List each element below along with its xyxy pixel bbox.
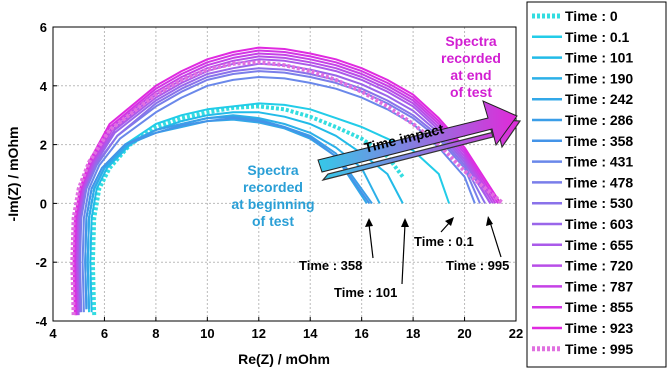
annotation-beginning-line-2: recorded [243,179,303,195]
plot-frame [52,26,517,322]
series-line-12 [75,55,494,316]
legend: Time : 0 Time : 0.1 Time : 101 Time : 190 Ti… [526,1,667,368]
x-tick-label: 12 [252,326,266,341]
annotation-end-line-2: recorded [441,50,501,66]
y-tick-label: 0 [40,196,47,211]
x-tick-label: 4 [49,326,57,341]
callout-time-0-1: Time : 0.1 [414,234,474,249]
callout-arrow-358 [368,223,374,259]
legend-label-5: Time : 286 [565,112,633,128]
callout-time-101: Time : 101 [334,285,397,300]
callout-arrowhead-101 [401,218,409,227]
legend-label-0: Time : 0 [565,8,618,24]
x-tick-label: 16 [354,326,368,341]
legend-label-1: Time : 0.1 [565,29,630,45]
annotation-beginning: Spectra recorded at beginning of test [231,162,314,229]
legend-label-9: Time : 530 [565,195,633,211]
series-line-7 [81,76,476,313]
x-tick-label: 22 [509,326,523,341]
callout-arrowhead-0-1 [445,217,454,226]
callouts: Time : 358 Time : 101 Time : 0.1 Time : … [299,216,509,300]
y-tick-label: 2 [40,138,47,153]
series-layer [70,46,505,316]
legend-label-14: Time : 855 [565,299,633,315]
legend-label-15: Time : 923 [565,320,633,336]
callout-time-358: Time : 358 [299,258,362,273]
y-tick-label: 6 [40,20,47,35]
legend-label-3: Time : 190 [565,70,633,86]
series-line-14 [73,49,499,316]
x-tick-labels: 4 6 8 10 12 14 16 18 20 22 [49,317,523,341]
annotation-beginning-line-1: Spectra [247,162,299,178]
legend-label-6: Time : 358 [565,133,633,149]
series-line-4 [86,118,368,310]
y-tick-label: 4 [40,79,48,94]
x-axis-label: Re(Z) / mOhm [238,351,330,367]
x-tick-label: 18 [406,326,420,341]
annotation-end-line-4: of test [450,84,492,100]
callout-time-995: Time : 995 [446,258,509,273]
legend-label-8: Time : 478 [565,174,633,190]
x-tick-label: 14 [303,326,318,341]
legend-label-4: Time : 242 [565,91,633,107]
series-line-2 [89,111,404,313]
series-line-9 [77,67,486,313]
y-axis-label: -Im(Z) / mOhm [5,127,21,222]
legend-label-2: Time : 101 [565,50,633,66]
legend-label-16: Time : 995 [565,341,633,357]
legend-label-13: Time : 787 [565,278,633,294]
series-line-6 [84,117,371,310]
annotation-beginning-line-4: of test [252,213,294,229]
series-line-8 [79,70,481,313]
legend-label-7: Time : 431 [565,154,633,170]
series-line-11 [76,58,492,316]
grid [53,27,516,321]
series-line-16 [70,60,505,316]
y-tick-label: -2 [35,255,47,270]
legend-entries: Time : 0 Time : 0.1 Time : 101 Time : 190 Ti… [532,8,633,357]
callout-arrow-995 [489,221,502,258]
annotation-end: Spectra recorded at end of test [441,33,501,100]
y-tick-labels: -4 -2 0 2 4 6 [35,20,57,329]
callout-arrowhead-358 [365,218,373,227]
x-tick-label: 20 [457,326,471,341]
callout-arrowhead-995 [486,216,493,226]
callout-arrow-101 [401,223,406,285]
legend-label-12: Time : 720 [565,258,633,274]
x-tick-label: 10 [200,326,214,341]
series-line-0 [90,104,405,316]
legend-label-10: Time : 603 [565,216,633,232]
annotation-end-line-1: Spectra [445,33,497,49]
annotation-end-line-3: at end [450,67,491,83]
y-tick-label: -4 [35,314,47,329]
annotation-beginning-line-3: at beginning [231,196,314,212]
legend-label-11: Time : 655 [565,237,633,253]
x-tick-label: 8 [152,326,159,341]
x-tick-label: 6 [101,326,108,341]
